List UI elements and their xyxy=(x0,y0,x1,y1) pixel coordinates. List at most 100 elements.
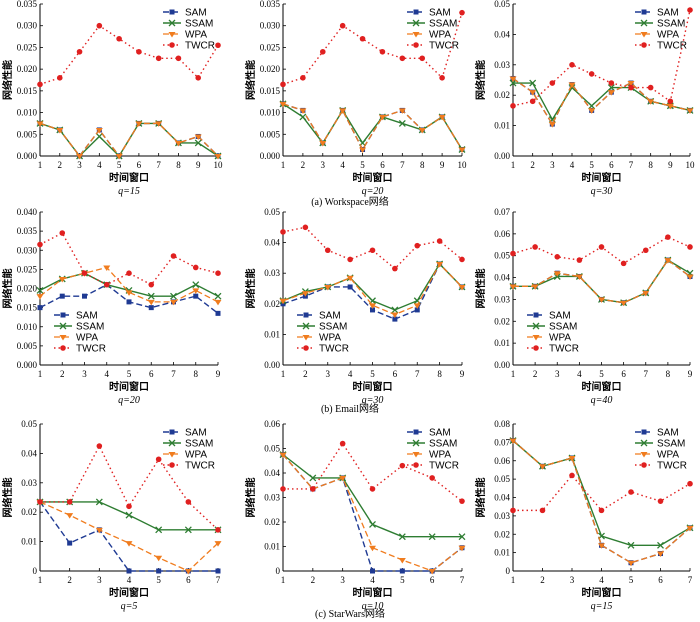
x-tick-label: 6 xyxy=(621,369,626,379)
legend-label-twcr: TWCR xyxy=(657,461,687,472)
legend-marker-ssam xyxy=(532,322,540,330)
y-tick-label: 0.000 xyxy=(17,151,38,161)
chart-panel-6: 0.00 0.01 0.02 0.03 0.04 0.05 0.06 0.07 1 2 3 4 5 6 7 8… xyxy=(474,207,694,406)
x-tick-label: 8 xyxy=(648,160,653,170)
data-point-wpa xyxy=(458,147,466,153)
x-axis-title: 时间窗口 xyxy=(353,380,393,393)
x-tick-label: 5 xyxy=(400,575,405,585)
data-point-sam xyxy=(126,568,132,574)
series-line-twcr xyxy=(513,474,691,512)
data-point-twcr xyxy=(37,81,43,88)
legend-label-twcr: TWCR xyxy=(76,344,106,355)
x-axis-title: 时间窗口 xyxy=(582,380,622,393)
data-point-twcr xyxy=(126,270,132,277)
data-point-sam xyxy=(82,293,87,299)
y-tick-label: 0.04 xyxy=(494,273,510,283)
legend-label-sam: SAM xyxy=(76,311,98,322)
data-point-wpa xyxy=(56,127,64,134)
data-point-twcr xyxy=(300,75,306,81)
legend-marker-ssam xyxy=(168,19,176,27)
legend-label-wpa: WPA xyxy=(657,30,679,41)
legend-marker-sam xyxy=(641,429,647,435)
data-point-wpa xyxy=(607,90,615,96)
data-point-ssam xyxy=(194,139,202,147)
x-tick-label: 7 xyxy=(460,575,465,585)
y-tick-label: 0.03 xyxy=(264,493,280,503)
x-tick-label: 3 xyxy=(570,575,575,585)
q-label: q=30 xyxy=(362,395,384,406)
x-tick-label: 3 xyxy=(550,160,555,170)
data-point-twcr xyxy=(569,472,575,479)
data-point-wpa xyxy=(418,127,426,134)
data-point-sam xyxy=(414,307,420,313)
data-point-twcr xyxy=(319,48,326,55)
data-point-wpa xyxy=(36,294,44,300)
y-tick-label: 0.005 xyxy=(17,341,38,351)
data-point-twcr xyxy=(81,270,88,277)
x-tick-label: 4 xyxy=(340,160,345,170)
data-point-sam xyxy=(370,568,375,574)
x-tick-label: 7 xyxy=(415,369,420,379)
data-point-wpa xyxy=(529,90,537,96)
data-point-ssam xyxy=(627,541,635,549)
data-point-wpa xyxy=(174,140,182,147)
x-tick-label: 6 xyxy=(149,369,154,379)
data-point-twcr xyxy=(392,265,398,272)
chart-panel-8: 0 0.01 0.02 0.03 0.04 0.05 0.06 1 2 3 4 5 6 7 时间窗口 网络性能… xyxy=(244,419,466,612)
data-point-ssam xyxy=(309,474,317,482)
data-point-sam xyxy=(59,293,65,299)
x-tick-label: 2 xyxy=(533,369,538,379)
series-line-twcr xyxy=(39,24,219,86)
legend-label-ssam: SSAM xyxy=(657,439,685,450)
x-tick-label: 6 xyxy=(609,160,614,170)
chart-panel-7: 0 0.01 0.02 0.03 0.04 0.05 1 2 3 4 5 6 7 时间窗口 网络性能 q=5 S… xyxy=(1,419,222,612)
legend-label-wpa: WPA xyxy=(185,450,207,461)
legend-label-twcr: TWCR xyxy=(185,41,215,52)
data-point-wpa xyxy=(509,438,517,445)
x-tick-label: 6 xyxy=(186,575,191,585)
x-tick-label: 2 xyxy=(58,160,63,170)
data-point-twcr xyxy=(549,80,556,86)
data-point-twcr xyxy=(66,499,73,505)
data-point-wpa xyxy=(664,258,672,264)
x-axis-title: 时间窗口 xyxy=(109,380,149,393)
y-tick-label: 0.02 xyxy=(494,316,510,326)
data-point-twcr xyxy=(215,527,221,533)
legend-label-twcr: TWCR xyxy=(657,41,687,52)
data-point-wpa xyxy=(438,114,446,121)
legend-marker-sam xyxy=(303,312,309,318)
data-point-twcr xyxy=(642,247,649,254)
y-tick-label: 0.05 xyxy=(494,251,510,261)
data-point-ssam xyxy=(458,533,466,541)
x-tick-label: 6 xyxy=(430,575,435,585)
legend-marker-wpa xyxy=(168,452,176,458)
data-point-ssam xyxy=(398,533,406,541)
x-tick-label: 3 xyxy=(340,575,345,585)
data-point-wpa xyxy=(568,455,576,462)
x-axis-title: 时间窗口 xyxy=(109,171,149,184)
data-point-ssam xyxy=(607,84,615,92)
x-axis-title: 时间窗口 xyxy=(353,171,393,184)
data-point-wpa xyxy=(458,545,466,552)
data-point-wpa xyxy=(319,140,327,147)
q-label: q=5 xyxy=(121,601,138,612)
q-label: q=20 xyxy=(118,395,140,406)
data-point-ssam xyxy=(509,79,517,87)
legend-marker-sam xyxy=(533,312,539,318)
data-point-wpa xyxy=(458,284,466,291)
legend-marker-sam xyxy=(60,312,66,318)
legend-label-wpa: WPA xyxy=(657,450,679,461)
data-point-twcr xyxy=(280,486,286,492)
x-tick-label: 10 xyxy=(214,160,224,170)
y-tick-label: 0.03 xyxy=(21,478,37,488)
data-point-twcr xyxy=(687,7,693,13)
data-point-wpa xyxy=(125,541,133,547)
series-line-wpa xyxy=(39,122,219,158)
y-tick-label: 0.01 xyxy=(494,338,510,348)
data-point-twcr xyxy=(436,238,443,244)
legend-marker-sam xyxy=(641,9,647,15)
data-point-wpa xyxy=(627,560,635,567)
x-tick-label: 4 xyxy=(348,369,353,379)
data-point-twcr xyxy=(665,234,671,240)
